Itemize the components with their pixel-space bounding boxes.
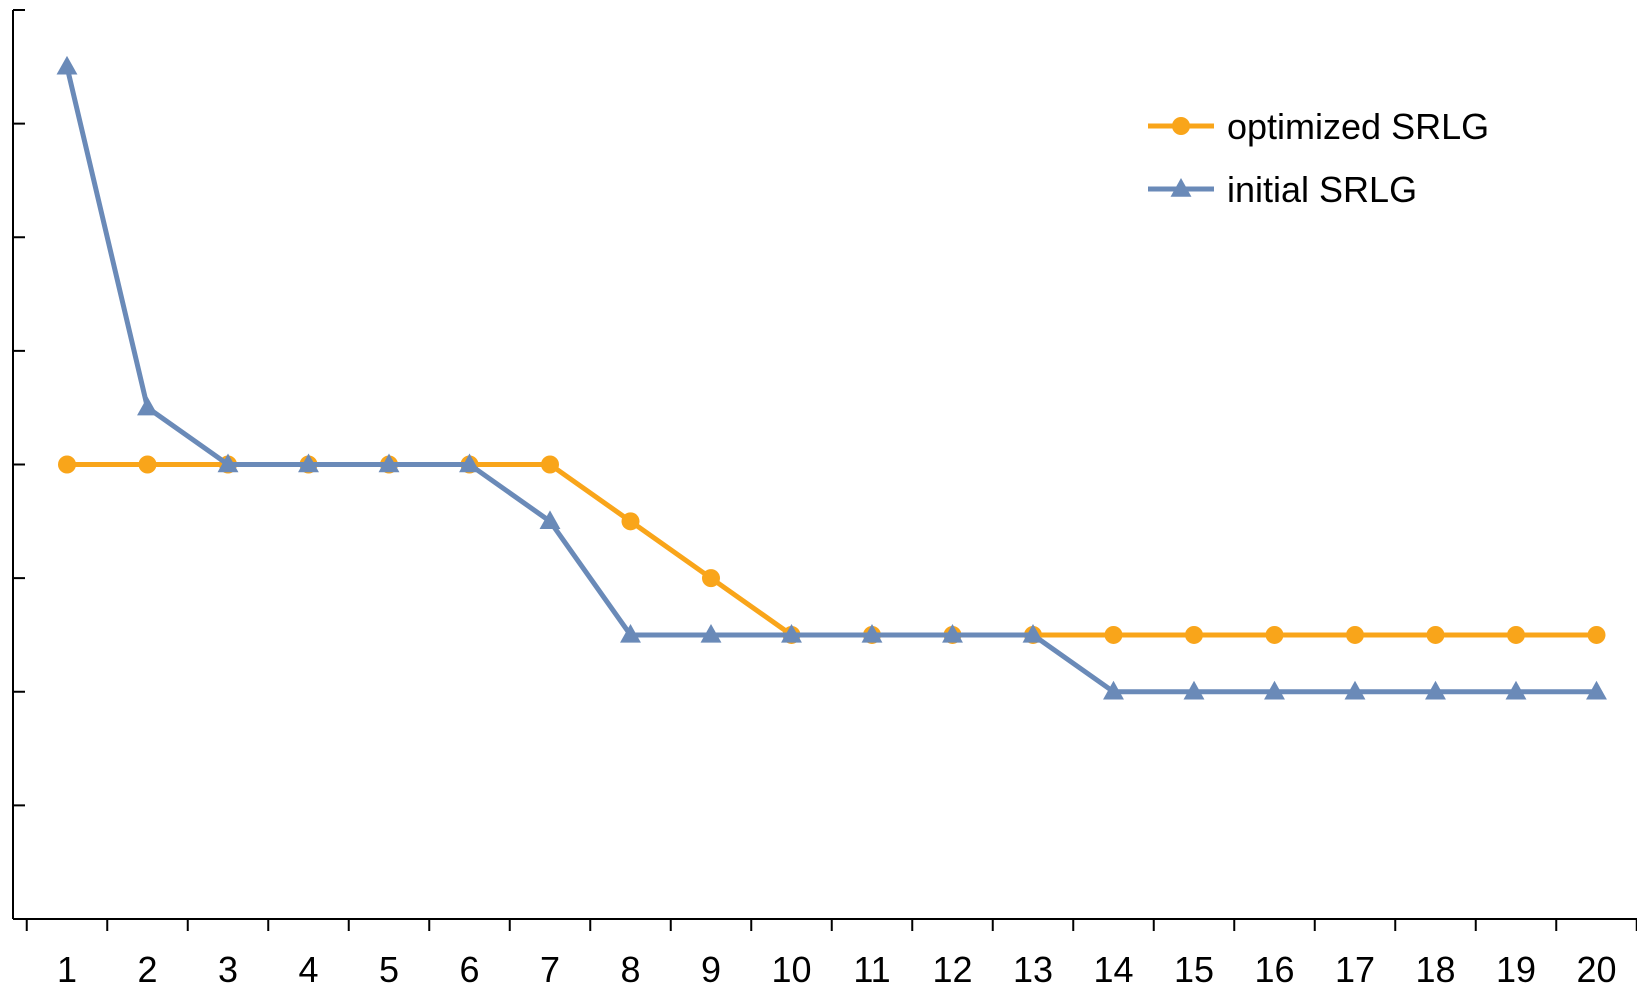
data-point — [1587, 625, 1606, 644]
data-point — [700, 623, 722, 643]
data-point — [1185, 625, 1203, 644]
x-tick-label: 10 — [771, 949, 811, 989]
x-tick-label: 5 — [379, 949, 399, 989]
data-point — [942, 623, 963, 643]
x-tick-label: 14 — [1093, 949, 1133, 989]
x-tick-label: 15 — [1174, 949, 1214, 989]
data-point — [1103, 680, 1124, 700]
data-point — [1344, 680, 1366, 700]
x-tick-label: 3 — [218, 949, 238, 989]
data-point — [1183, 680, 1205, 700]
data-point — [1265, 625, 1284, 644]
x-tick-label: 16 — [1254, 949, 1294, 989]
x-tick-label: 20 — [1576, 949, 1616, 989]
data-point — [1425, 680, 1446, 700]
legend: optimized SRLG initial SRLG — [1148, 106, 1489, 210]
x-tick-label: 19 — [1496, 949, 1536, 989]
legend-item: initial SRLG — [1148, 169, 1417, 210]
data-point — [781, 623, 802, 643]
legend-item: optimized SRLG — [1148, 106, 1489, 147]
y-axis-ticks — [13, 9, 25, 920]
data-point — [1104, 625, 1123, 644]
legend-marker — [1170, 178, 1192, 197]
x-tick-label: 8 — [620, 949, 640, 989]
legend-label: optimized SRLG — [1227, 106, 1489, 147]
data-point — [620, 623, 641, 643]
data-point — [459, 453, 480, 473]
data-point — [1507, 625, 1525, 644]
x-tick-label: 11 — [853, 949, 890, 989]
legend-label: initial SRLG — [1227, 169, 1417, 210]
data-point — [621, 512, 640, 531]
series-line — [67, 462, 1597, 638]
x-tick-label: 6 — [459, 949, 479, 989]
data-point — [1264, 680, 1285, 700]
data-point — [539, 510, 561, 530]
x-tick-label: 13 — [1013, 949, 1053, 989]
x-tick-label: 17 — [1335, 949, 1375, 989]
series-line — [64, 66, 1597, 695]
x-tick-label: 1 — [57, 949, 77, 989]
data-point — [217, 453, 239, 473]
x-axis-ticks: 1 2 3 4 5 6 7 8 9 10 11 12 13 14 15 16 17 18 19 20 — [25, 919, 1637, 989]
data-point — [56, 55, 78, 75]
data-point — [702, 569, 720, 588]
data-point — [1505, 680, 1527, 700]
series-initial-srlg — [56, 55, 1607, 700]
data-point — [378, 453, 400, 473]
data-point — [58, 455, 76, 474]
data-point — [137, 396, 158, 416]
data-point — [298, 453, 319, 473]
data-point — [1586, 680, 1607, 700]
x-tick-label: 12 — [932, 949, 972, 989]
data-point — [1346, 625, 1364, 644]
x-tick-label: 9 — [701, 949, 721, 989]
x-tick-label: 4 — [298, 949, 318, 989]
data-point — [861, 623, 883, 643]
data-point — [138, 455, 157, 474]
x-tick-label: 2 — [137, 949, 157, 989]
series-layer — [56, 55, 1607, 700]
data-point — [1022, 623, 1044, 643]
x-tick-label: 18 — [1415, 949, 1455, 989]
data-point — [1426, 625, 1445, 644]
series-optimized-srlg — [58, 455, 1606, 644]
x-tick-label: 7 — [540, 949, 560, 989]
data-point — [541, 455, 559, 474]
legend-marker — [1172, 117, 1190, 135]
